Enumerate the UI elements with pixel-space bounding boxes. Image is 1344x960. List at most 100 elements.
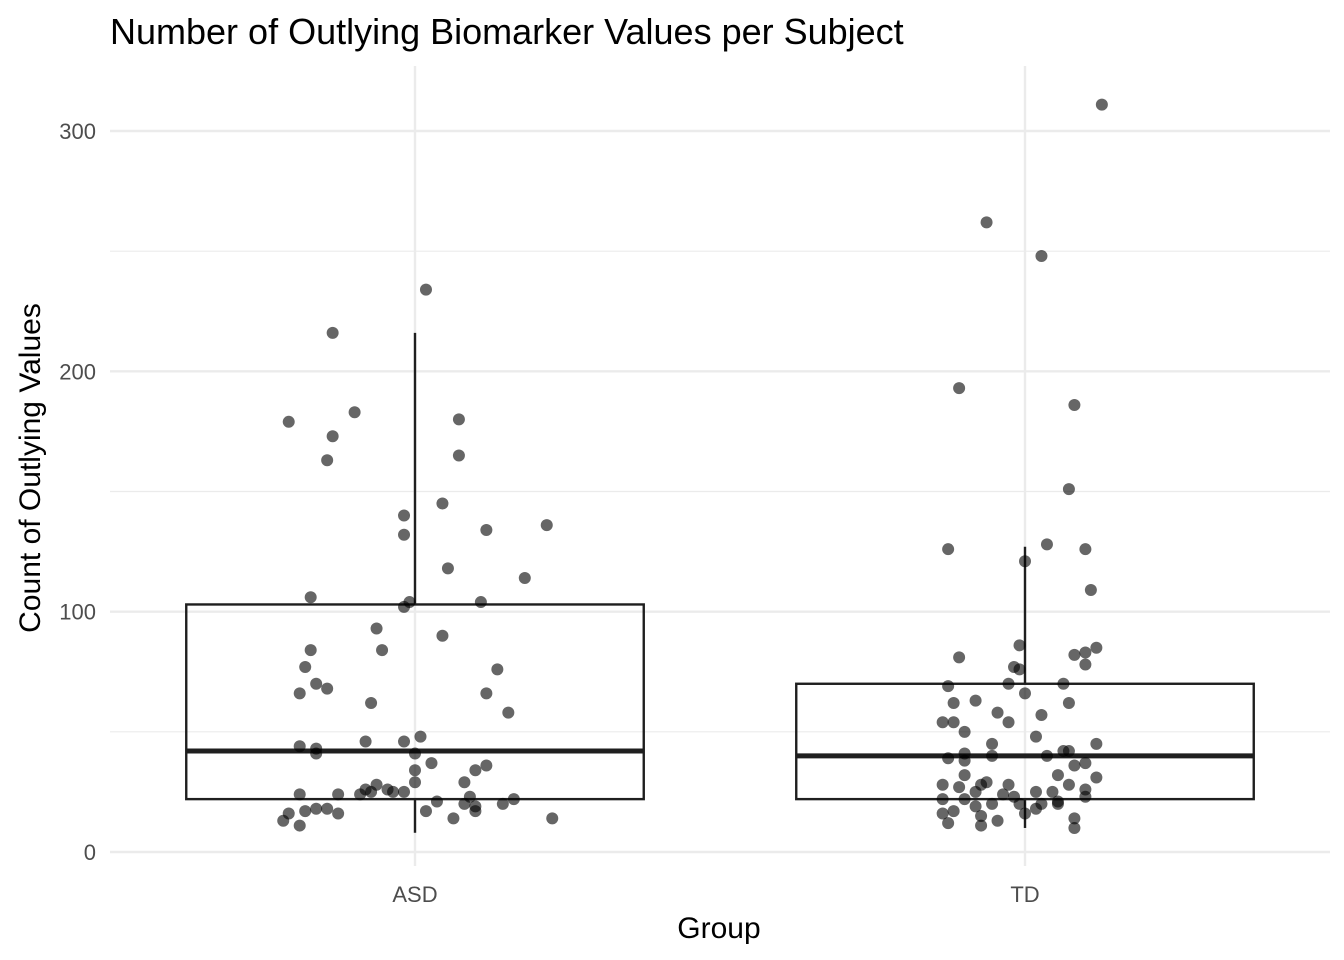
data-point: [1002, 716, 1015, 729]
data-point: [1013, 797, 1026, 810]
data-point: [980, 216, 993, 229]
data-point: [359, 735, 372, 748]
data-point: [1013, 639, 1026, 652]
data-point: [936, 716, 949, 729]
data-point: [969, 694, 982, 707]
data-point: [425, 757, 438, 770]
data-point: [299, 660, 312, 673]
data-point: [419, 283, 432, 296]
data-point: [975, 819, 988, 832]
data-point: [942, 817, 955, 830]
data-point: [991, 706, 1004, 719]
data-point: [1090, 771, 1103, 784]
data-point: [398, 735, 411, 748]
data-point: [942, 680, 955, 693]
data-point: [1068, 759, 1081, 772]
data-point: [1029, 802, 1042, 815]
data-point: [969, 800, 982, 813]
data-point: [282, 415, 295, 428]
data-point: [1062, 483, 1075, 496]
data-point: [299, 805, 312, 818]
data-point: [332, 807, 345, 820]
data-point: [376, 644, 389, 657]
data-point: [436, 629, 449, 642]
data-point: [969, 785, 982, 798]
data-point: [936, 807, 949, 820]
data-point: [365, 696, 378, 709]
data-point: [293, 687, 306, 700]
data-point: [304, 644, 317, 657]
data-point: [986, 749, 999, 762]
data-point: [1090, 737, 1103, 750]
x-tick-label: TD: [1010, 882, 1039, 907]
data-point: [1019, 555, 1031, 568]
data-point: [1079, 646, 1092, 659]
data-point: [398, 509, 411, 522]
data-point: [1079, 757, 1092, 770]
data-point: [1051, 797, 1064, 810]
data-point: [310, 677, 323, 690]
data-point: [430, 795, 443, 808]
data-point: [310, 747, 323, 760]
data-point: [414, 730, 427, 743]
data-point: [942, 543, 955, 556]
data-point: [540, 519, 553, 532]
gridlines: [110, 66, 1330, 866]
data-point: [398, 528, 411, 541]
x-tick-label: ASD: [392, 882, 437, 907]
data-point: [1019, 807, 1031, 820]
data-point: [958, 793, 971, 806]
data-point: [997, 788, 1010, 801]
data-point: [953, 651, 966, 664]
data-point: [1084, 584, 1097, 597]
data-point: [387, 785, 400, 798]
data-point: [1035, 249, 1048, 262]
box-layer: [185, 332, 1255, 833]
data-point: [354, 788, 367, 801]
data-point: [958, 725, 971, 738]
data-point: [304, 591, 317, 604]
data-point: [458, 776, 471, 789]
data-point: [507, 793, 520, 806]
data-point: [1079, 543, 1092, 556]
data-point: [469, 805, 482, 818]
data-point: [458, 797, 471, 810]
data-point: [1019, 687, 1031, 700]
data-point: [546, 812, 559, 825]
data-point: [1002, 778, 1015, 791]
data-point: [1040, 538, 1053, 551]
data-point: [452, 449, 465, 462]
x-axis-title: Group: [677, 912, 760, 945]
chart-title: Number of Outlying Biomarker Values per …: [110, 11, 904, 52]
data-point: [1068, 398, 1081, 411]
data-point: [409, 764, 421, 777]
data-point: [1035, 709, 1048, 722]
data-point: [321, 454, 334, 467]
data-point: [480, 759, 493, 772]
data-point: [419, 805, 432, 818]
data-point: [1057, 677, 1070, 690]
data-point: [958, 769, 971, 782]
data-point: [326, 326, 339, 339]
data-point: [321, 682, 334, 695]
data-point: [293, 740, 306, 753]
data-point: [348, 406, 361, 419]
data-point: [332, 788, 345, 801]
y-tick-label: 100: [59, 600, 96, 625]
data-point: [398, 785, 411, 798]
data-point: [942, 752, 955, 765]
data-point: [469, 764, 482, 777]
data-point: [1068, 812, 1081, 825]
data-point: [1079, 658, 1092, 671]
data-point: [496, 797, 509, 810]
data-point: [277, 814, 290, 827]
data-point: [441, 562, 454, 575]
data-point: [1002, 677, 1015, 690]
data-point: [310, 802, 323, 815]
data-point: [991, 814, 1004, 827]
data-point: [1090, 641, 1103, 654]
data-point: [1046, 785, 1059, 798]
data-point: [936, 793, 949, 806]
data-point: [474, 596, 487, 609]
